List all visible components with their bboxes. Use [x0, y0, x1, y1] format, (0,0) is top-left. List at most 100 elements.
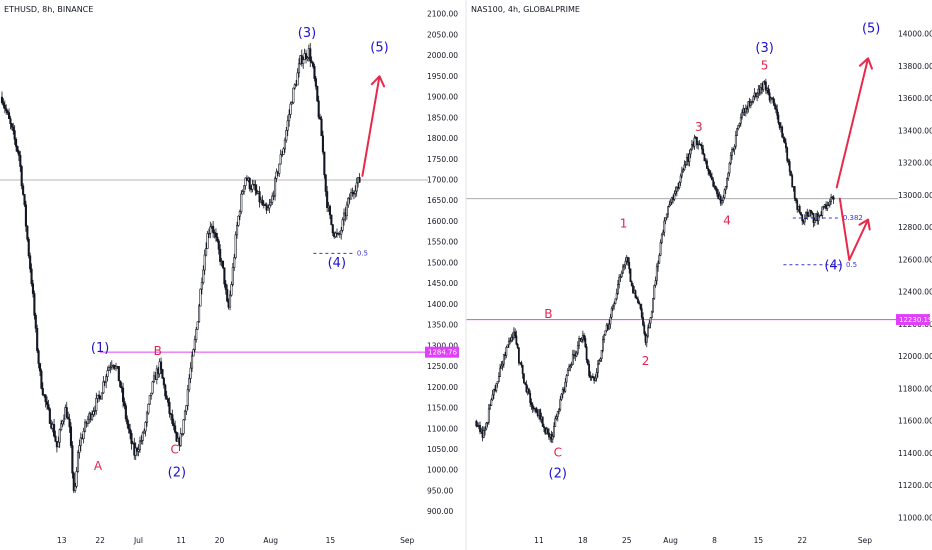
candle-up — [155, 368, 158, 380]
y-tick-label: 12600.00 — [898, 255, 932, 264]
x-tick-label: Aug — [263, 536, 278, 545]
projection-arrow — [835, 57, 870, 189]
candle-down — [44, 394, 47, 403]
candle-up — [662, 231, 664, 236]
wave-label: 3 — [695, 120, 703, 134]
candle-down — [531, 404, 534, 409]
candle-up — [243, 185, 246, 193]
candle-down — [696, 136, 698, 146]
candle-up — [193, 339, 196, 350]
candle-down — [479, 425, 481, 433]
candle-up — [610, 308, 613, 318]
candle-down — [514, 331, 517, 337]
candle-down — [712, 179, 715, 187]
candle-up — [345, 204, 348, 217]
ethusd-chart-panel[interactable]: ETHUSD, 8h, BINANCE 13 22 Jul 11 20 Aug 15 Sep … — [0, 5, 459, 545]
candle-up — [617, 284, 619, 294]
nas100-candles — [475, 78, 835, 443]
candle-down — [117, 366, 120, 382]
candle-up — [206, 233, 209, 249]
candle-down — [328, 205, 332, 216]
candle-up — [736, 128, 738, 136]
candle-up — [619, 276, 622, 278]
y-tick-label: 13600.00 — [898, 94, 932, 103]
candle-down — [796, 200, 799, 210]
candle-up — [58, 429, 61, 443]
wave-label: (5) — [862, 22, 880, 37]
candle-down — [634, 290, 637, 298]
candle-down — [588, 363, 591, 377]
candle-up — [674, 190, 677, 194]
candle-up — [231, 267, 234, 285]
candle-down — [126, 418, 129, 425]
candle-down — [41, 388, 44, 396]
candle-down — [124, 405, 127, 420]
candle-down — [167, 398, 170, 403]
candle-up — [731, 148, 733, 156]
candle-down — [45, 401, 49, 405]
candle-up — [555, 416, 558, 419]
candle-down — [248, 177, 251, 190]
candle-down — [312, 62, 315, 67]
wave-label: (1) — [91, 341, 109, 356]
candle-up — [487, 408, 490, 423]
candle-up — [234, 234, 237, 258]
y-tick-label: 14000.00 — [898, 30, 932, 39]
candle-up — [556, 411, 559, 417]
candle-up — [151, 381, 154, 394]
x-tick-label: 20 — [215, 536, 225, 545]
candle-down — [68, 418, 71, 428]
y-tick-label: 1300.00 — [427, 341, 458, 350]
candle-up — [182, 419, 185, 434]
candle-up — [78, 445, 81, 453]
candle-down — [767, 88, 770, 94]
candle-up — [190, 355, 194, 369]
y-tick-label: 2100.00 — [427, 10, 458, 19]
fib-level-label: 0.5 — [357, 249, 368, 257]
candle-down — [719, 195, 722, 204]
candle-up — [188, 378, 191, 391]
candle-up — [105, 376, 108, 383]
nas100-chart-panel[interactable]: NAS100, 4h, GLOBALPRIME 11 18 25 Aug 8 15 22 Se… — [466, 5, 932, 545]
candle-up — [609, 316, 612, 325]
candle-down — [258, 191, 261, 203]
candle-down — [324, 174, 327, 192]
candle-up — [61, 420, 64, 425]
candle-up — [75, 471, 78, 487]
candle-up — [86, 418, 89, 424]
candle-up — [680, 170, 683, 177]
candle-up — [649, 317, 652, 324]
candle-down — [640, 308, 643, 318]
candle-down — [5, 108, 8, 112]
candle-up — [91, 414, 94, 420]
y-tick-label: 1750.00 — [427, 155, 458, 164]
candle-up — [489, 405, 491, 410]
candle-up — [612, 305, 614, 309]
candle-up — [281, 154, 284, 156]
candle-down — [53, 424, 56, 437]
candle-up — [752, 96, 755, 102]
candle-up — [486, 421, 489, 424]
candle-down — [788, 161, 791, 172]
candle-down — [304, 53, 308, 60]
candle-up — [275, 171, 278, 179]
candle-up — [269, 201, 272, 206]
candle-down — [221, 260, 225, 269]
candle-up — [667, 206, 669, 215]
candle-down — [629, 268, 632, 282]
candle-down — [523, 373, 525, 384]
y-tick-label: 13800.00 — [898, 62, 932, 71]
x-tick-label: 13 — [57, 536, 67, 545]
candle-down — [702, 148, 705, 155]
candle-down — [643, 324, 646, 334]
candle-down — [226, 289, 229, 302]
candle-up — [669, 201, 672, 206]
y-tick-label: 1400.00 — [427, 300, 458, 309]
alternate-path-arrow-head — [858, 218, 871, 231]
candle-up — [342, 212, 346, 221]
support-level-badge — [896, 314, 930, 326]
candle-down — [165, 395, 168, 399]
candle-down — [627, 257, 629, 263]
candle-down — [810, 209, 812, 213]
x-tick-label: 11 — [534, 536, 544, 545]
